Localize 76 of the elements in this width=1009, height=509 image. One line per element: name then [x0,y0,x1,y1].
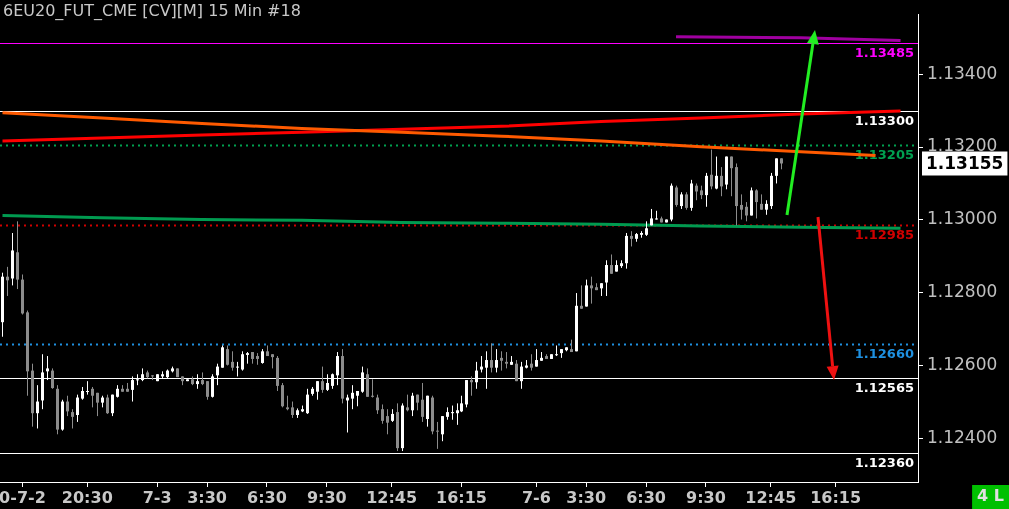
x-tick-label: 7-3 [142,487,172,507]
candlestick [76,394,79,423]
x-tick-label: 12:45 [366,487,418,507]
x-tick-label: 9:30 [306,487,347,507]
ref-line-label: 1.12565 [854,380,914,396]
candlestick [426,395,429,428]
candlestick [106,394,109,415]
chart-title: 6EU20_FUT_CME [CV][M] 15 Min #18 [3,1,301,22]
candlestick [366,367,369,398]
candlestick [441,415,444,442]
ref-line-label: 1.12360 [854,455,914,471]
candlestick [555,344,558,357]
candlestick [495,348,498,373]
candlestick [66,395,69,417]
y-tick-label: 1.12400 [927,426,998,447]
text: 4 L [977,486,1005,506]
ref-line-label: 1.12985 [854,227,914,243]
ref-line-label: 1.12660 [854,346,914,362]
candlestick [306,388,309,415]
x-tick-label: 3:30 [187,487,227,507]
candlestick [36,384,39,429]
candlestick [351,384,354,410]
candlestick [411,392,414,417]
x-tick-label: 12:45 [745,487,797,507]
y-tick-label: 1.13400 [927,62,998,83]
candlestick [740,193,743,221]
candlestick [221,344,224,369]
y-tick-label: 1.12600 [927,353,998,374]
x-tick-label: 0-7-2 [0,487,46,507]
candlestick [585,279,588,308]
candlestick [226,344,229,367]
candlestick [500,350,503,372]
candlestick [206,380,209,401]
x-tick-label: 7-6 [521,487,551,507]
candlestick [705,172,708,208]
candlestick [720,166,723,197]
candlestick [730,156,733,197]
candlestick [71,408,74,429]
candlestick [590,276,593,305]
candlestick [451,405,454,421]
candlestick [281,382,284,408]
candlestick [321,366,324,394]
candlestick [715,156,718,190]
candlestick [610,253,613,275]
candlestick [231,350,234,372]
candlestick [675,185,678,208]
candlestick [710,149,713,190]
x-tick-label: 3:30 [566,487,607,507]
x-tick-label: 16:15 [810,487,862,507]
x-tick-label: 16:15 [436,487,487,507]
candlestick [381,403,384,425]
candlestick [755,188,758,219]
ref-line-label: 1.13300 [854,113,914,129]
candlestick [580,284,583,310]
candlestick [316,380,319,401]
candlestick [91,386,94,408]
y-tick-label: 1.12800 [927,281,998,302]
candlestick [421,382,424,423]
ref-line-label: 1.13485 [854,45,914,61]
candlestick [86,380,89,396]
candlestick [51,367,54,390]
candlestick [456,402,459,426]
x-tick-label: 9:30 [686,487,726,507]
candlestick [775,157,778,184]
x-tick-label: 6:30 [626,487,666,507]
candlestick [371,378,374,399]
candlestick [436,421,439,450]
candlestick [376,394,379,415]
x-tick-label: 6:30 [247,487,287,507]
y-tick-label: 1.13000 [927,208,998,229]
x-tick-label: 20:30 [61,487,113,507]
candlestick [745,201,748,222]
candlestick [605,259,608,297]
candlestick [386,408,389,435]
candlestick [490,342,493,373]
candlestick [241,350,244,372]
